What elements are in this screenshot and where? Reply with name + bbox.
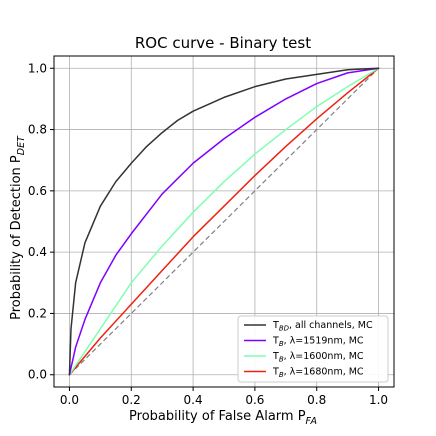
series-line	[68, 67, 380, 376]
plot-frame	[53, 55, 395, 388]
series-line	[68, 67, 380, 376]
y-tick-label: 0.0	[28, 368, 47, 382]
legend-entry: TBD, all channels, MC	[272, 320, 373, 333]
x-axis-ticks: 0.0 0.2 0.4 0.6 0.8 1.0	[60, 387, 388, 407]
x-axis-label: Probability of False Alarm PFA	[129, 409, 317, 427]
legend-entry-base: T	[272, 351, 279, 362]
y-axis-label: Probability of Detection PDET	[9, 135, 27, 320]
series-line	[68, 67, 380, 376]
x-tick-label: 0.8	[307, 393, 326, 407]
chance-line	[69, 67, 379, 376]
x-axis-label-main: Probability of False Alarm P	[129, 409, 306, 424]
y-tick-label: 0.2	[28, 306, 47, 320]
y-axis-label-main: Probability of Detection P	[9, 155, 24, 320]
x-tick-label: 0.2	[122, 393, 141, 407]
legend-entry-rest: , all channels, MC	[289, 320, 373, 331]
legend-entry-sub: B	[279, 340, 284, 348]
series-line	[68, 67, 380, 376]
legend-entry-sub: B	[279, 356, 284, 364]
y-tick-label: 0.4	[28, 245, 47, 259]
x-tick-label: 1.0	[369, 393, 388, 407]
x-tick-label: 0.6	[245, 393, 264, 407]
y-axis-ticks: 0.0 0.2 0.4 0.6 0.8 1.0	[28, 61, 54, 382]
legend-entry: TB, λ=1600nm, MC	[272, 351, 364, 364]
legend-entry: TB, λ=1680nm, MC	[272, 367, 364, 380]
legend-entry-sub: B	[279, 371, 284, 379]
legend-entry-base: T	[272, 336, 279, 347]
legend-entry-base: T	[272, 320, 279, 331]
series-lines	[68, 67, 380, 376]
legend-entry-sub: BD	[279, 325, 290, 333]
chart-title: ROC curve - Binary test	[135, 34, 311, 52]
y-tick-label: 1.0	[28, 61, 47, 75]
y-tick-label: 0.6	[28, 184, 47, 198]
x-tick-label: 0.4	[184, 393, 203, 407]
legend-box	[237, 315, 389, 383]
x-tick-label: 0.0	[60, 393, 79, 407]
legend-entry-rest: , λ=1519nm, MC	[284, 336, 364, 347]
x-axis-label-sub: FA	[306, 416, 317, 427]
legend-entry-rest: , λ=1600nm, MC	[284, 351, 364, 362]
legend-entry-rest: , λ=1680nm, MC	[284, 367, 364, 378]
y-tick-label: 0.8	[28, 123, 47, 137]
legend-entry: TB, λ=1519nm, MC	[272, 336, 364, 349]
y-axis-label-sub: DET	[16, 135, 27, 155]
legend-entry-base: T	[272, 367, 279, 378]
